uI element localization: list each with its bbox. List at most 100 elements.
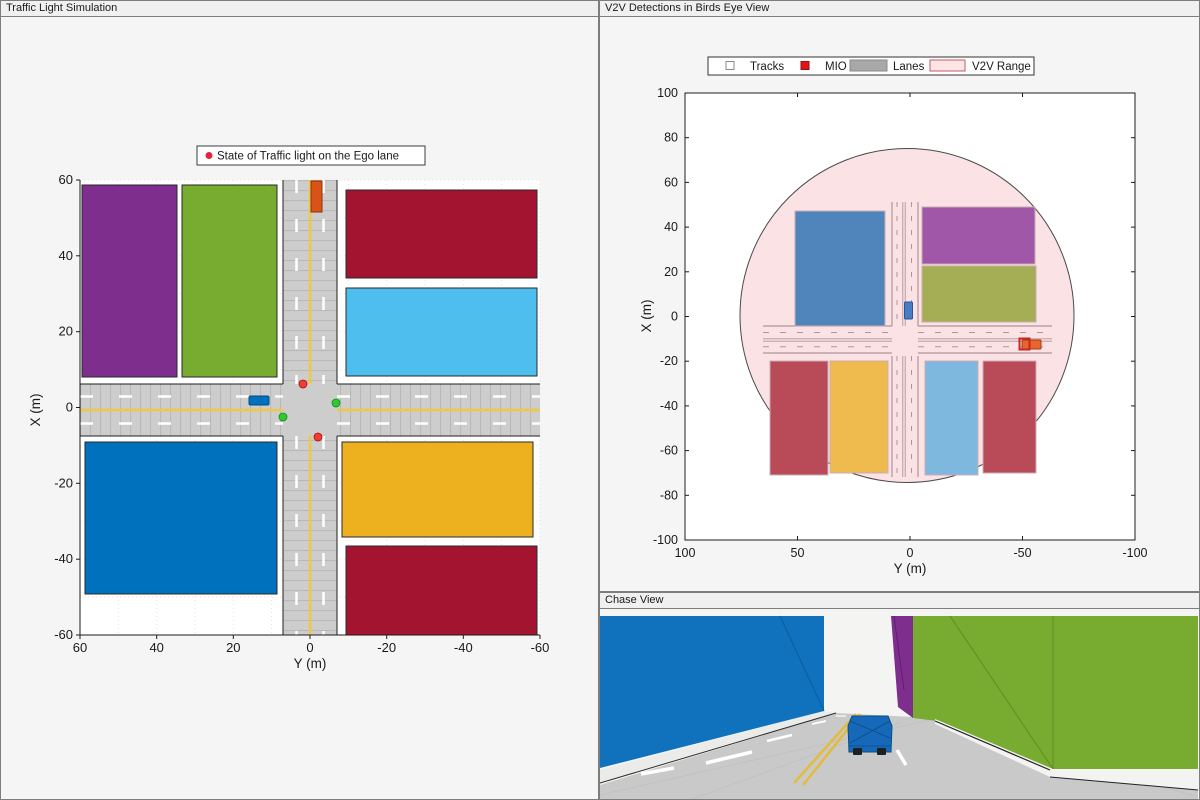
- be-block-red-west: [769, 360, 829, 476]
- right-sidewalk: [935, 719, 1198, 790]
- block-lightblue: [345, 287, 538, 377]
- legend-lanes-label: Lanes: [893, 61, 925, 73]
- birdseye-content: 100 50 0 -50 -100 100 80 60 40 20 0 -20 -40 -60 -80 -10…: [600, 17, 1199, 591]
- svg-text:-40: -40: [54, 551, 73, 566]
- svg-text:0: 0: [66, 400, 73, 415]
- svg-text:-50: -50: [1013, 546, 1031, 560]
- svg-text:-20: -20: [377, 640, 396, 655]
- traffic-light-east: [331, 398, 341, 408]
- be-mio-vehicle: [1021, 339, 1042, 350]
- y-axis-label: X (m): [639, 300, 654, 333]
- be-block-olive: [921, 265, 1037, 323]
- svg-text:20: 20: [664, 265, 678, 279]
- svg-text:-40: -40: [454, 640, 473, 655]
- svg-text:20: 20: [226, 640, 240, 655]
- ego-vehicle: [248, 395, 270, 406]
- svg-text:60: 60: [59, 172, 73, 187]
- lane-dash: [640, 766, 675, 776]
- y-tick: 60 40 20 0 -20 -40 -60: [54, 172, 80, 642]
- svg-text:100: 100: [657, 86, 678, 100]
- building-blue-crease: [779, 615, 825, 712]
- svg-text:-60: -60: [531, 640, 550, 655]
- traffic-light-south: [313, 432, 323, 442]
- chase-canvas[interactable]: [600, 609, 1199, 799]
- traffic-light-north: [298, 379, 308, 389]
- x-tick-top: [684, 93, 1136, 97]
- traffic-sim-content: 60 40 20 0 -20 -40 -60 60 40 20 0 -20 -40 -60 Y (m) X (…: [1, 17, 598, 799]
- birdseye-panel: V2V Detections in Birds Eye View 100 50 0 -…: [599, 0, 1200, 592]
- svg-text:60: 60: [73, 640, 87, 655]
- traffic-light-west: [278, 412, 288, 422]
- svg-text:-60: -60: [54, 627, 73, 642]
- car-wheel-right: [877, 748, 886, 755]
- svg-text:0: 0: [306, 640, 313, 655]
- chase-car-body: [847, 715, 893, 753]
- block-green: [181, 184, 278, 378]
- intersection: [283, 384, 337, 436]
- x-axis-label: Y (m): [894, 561, 927, 576]
- lane-dash: [895, 749, 908, 766]
- y-axis-label: X (m): [28, 394, 43, 427]
- legend-mio-label: MIO: [825, 61, 847, 73]
- block-purple: [81, 184, 178, 378]
- road-right-edge: [934, 720, 1051, 771]
- mio-track-marker: [1018, 337, 1031, 351]
- car-crease-2: [849, 720, 891, 744]
- legend-lanes-patch: [849, 59, 888, 72]
- svg-text:100: 100: [675, 546, 696, 560]
- svg-text:-60: -60: [660, 444, 678, 458]
- be-ego-vehicle: [904, 301, 913, 320]
- building-green: [913, 616, 1198, 769]
- sidewalk-edge: [1049, 776, 1199, 791]
- legend-box: [196, 145, 426, 166]
- svg-text:40: 40: [59, 248, 73, 263]
- birdseye-canvas[interactable]: 100 50 0 -50 -100100806040200-20-40-60-80-10…: [600, 17, 1199, 591]
- chase-title: Chase View: [600, 593, 1199, 609]
- building-blue: [600, 616, 824, 768]
- svg-text:-100: -100: [1122, 546, 1147, 560]
- svg-text:0: 0: [907, 546, 914, 560]
- block-yellow: [341, 441, 534, 538]
- y-tick: 100 80 60 40 20 0 -20 -40 -60 -80 -100: [653, 86, 689, 547]
- x-tick: 60 40 20 0 -20 -40 -60: [73, 635, 550, 655]
- block-blue: [84, 441, 278, 595]
- car-crease-1: [849, 720, 891, 739]
- svg-text:-20: -20: [660, 354, 678, 368]
- svg-text:0: 0: [671, 310, 678, 324]
- car-wheel-left: [853, 748, 862, 755]
- legend-mio-marker: [800, 61, 810, 70]
- svg-text:-20: -20: [54, 475, 73, 490]
- center-line-yellow-1: [793, 713, 857, 784]
- legend-tracks-marker: [725, 61, 735, 70]
- be-block-lightblue: [924, 360, 979, 476]
- svg-text:-100: -100: [653, 533, 678, 547]
- legend-v2v-label: V2V Range: [972, 61, 1031, 73]
- x-axis-label: Y (m): [294, 656, 327, 671]
- building-green-crease-1: [949, 615, 1054, 770]
- legend-label: State of Traffic light on the Ego lane: [217, 151, 399, 163]
- legend-tracks-label: Tracks: [750, 61, 784, 73]
- traffic-sim-panel: Traffic Light Simulation 60 40 20 0 -20 -40 -6…: [0, 0, 599, 800]
- svg-text:50: 50: [791, 546, 805, 560]
- svg-text:40: 40: [664, 220, 678, 234]
- lane-dash: [705, 750, 753, 765]
- legend-marker: [205, 152, 213, 159]
- svg-text:-40: -40: [660, 399, 678, 413]
- be-block-blue: [794, 210, 886, 327]
- block-darkred-ne: [345, 189, 538, 279]
- lane-dash: [766, 733, 793, 743]
- lane-dash: [811, 720, 827, 725]
- traffic-sim-title: Traffic Light Simulation: [1, 1, 598, 17]
- chase-panel: Chase View: [599, 592, 1200, 800]
- be-block-orange: [829, 360, 889, 474]
- y-tick-right: [1131, 92, 1135, 541]
- svg-text:40: 40: [149, 640, 163, 655]
- legend-v2v-patch: [929, 59, 966, 72]
- vehicle-orange: [310, 180, 323, 213]
- svg-text:20: 20: [59, 324, 73, 339]
- road-left-edge: [600, 712, 837, 784]
- building-purple-crease: [893, 615, 905, 691]
- be-block-purple: [921, 206, 1036, 265]
